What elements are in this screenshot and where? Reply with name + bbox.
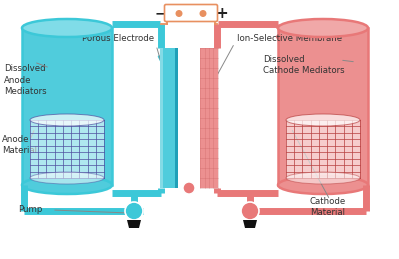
Ellipse shape [278,19,368,37]
Text: Porous Electrode: Porous Electrode [82,33,168,87]
Ellipse shape [22,19,112,37]
Bar [278,28,368,185]
Text: Ion-Selective Membrane: Ion-Selective Membrane [210,33,343,88]
Text: Dissolved
Anode
Mediators: Dissolved Anode Mediators [4,64,47,96]
Text: Anode
Material: Anode Material [2,135,37,155]
Circle shape [241,202,259,220]
Bar [160,48,178,188]
Ellipse shape [278,176,368,194]
Bar [160,48,163,188]
Text: Cathode
Material: Cathode Material [310,197,346,217]
Ellipse shape [22,176,112,194]
FancyBboxPatch shape [164,4,217,21]
Bar [178,48,200,188]
Text: Dissolved
Cathode Mediators: Dissolved Cathode Mediators [263,55,345,75]
Circle shape [125,202,143,220]
Circle shape [200,10,207,17]
Text: +: + [215,6,228,21]
Bar [22,28,112,185]
Bar [30,120,104,178]
Text: −: − [154,6,166,20]
Bar [286,120,360,178]
Bar [175,48,178,188]
Bar [200,48,218,188]
Ellipse shape [286,172,360,184]
Ellipse shape [30,172,104,184]
Ellipse shape [286,114,360,126]
Circle shape [176,10,182,17]
Circle shape [183,182,195,194]
Text: Pump: Pump [18,205,42,214]
Ellipse shape [30,114,104,126]
Polygon shape [127,220,141,228]
Polygon shape [243,220,257,228]
